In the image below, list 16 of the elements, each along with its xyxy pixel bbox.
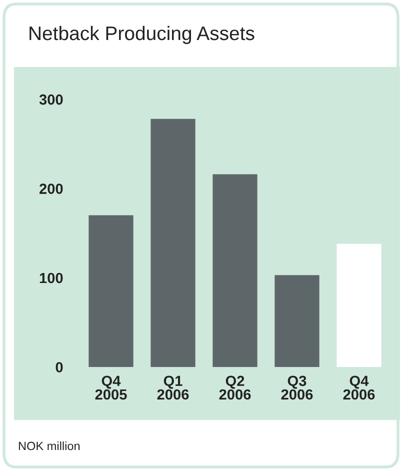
y-tick-label: 100 — [40, 272, 63, 284]
x-tick-label: Q1 2006 — [157, 376, 189, 400]
bar — [274, 275, 320, 367]
bar — [212, 174, 258, 367]
y-tick-label: 300 — [39, 94, 63, 105]
x-tick-label: Q2 2006 — [219, 376, 251, 400]
chart-title: Netback Producing Assets — [30, 26, 254, 44]
y-tick-label: 200 — [40, 184, 63, 194]
x-tick-label: Q3 2006 — [281, 376, 313, 400]
x-tick-label: Q4 2006 — [343, 376, 375, 400]
bar — [336, 244, 382, 367]
bar — [150, 118, 196, 367]
bar — [88, 215, 134, 367]
x-tick-label: Q4 2005 — [95, 376, 127, 400]
text: NOK million — [18, 441, 80, 450]
y-tick-label: 0 — [56, 362, 63, 372]
